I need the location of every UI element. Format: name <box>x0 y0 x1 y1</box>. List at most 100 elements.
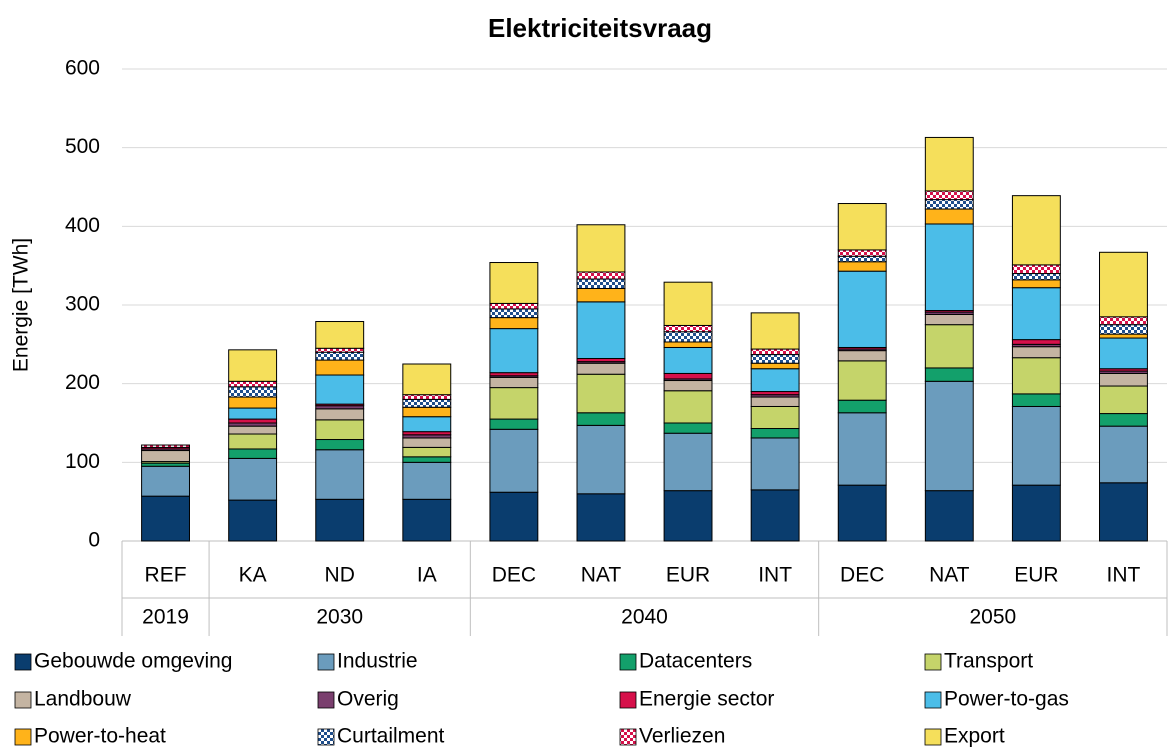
bar-segment <box>1099 385 1148 415</box>
bar-segment <box>663 490 713 542</box>
bar-segment <box>315 419 365 441</box>
group-label: 2030 <box>316 606 363 629</box>
bar-segment <box>1099 372 1148 387</box>
bar-segment <box>576 278 626 289</box>
bar-segment <box>750 396 800 407</box>
x-tick-label: NAT <box>929 564 970 587</box>
bar-segment <box>924 380 974 492</box>
bar-segment <box>228 386 278 398</box>
bar-segment <box>750 437 800 491</box>
x-tick-label: KA <box>239 564 267 587</box>
bar-segment <box>402 406 452 418</box>
bar-segment <box>141 450 190 463</box>
bar-segment <box>837 270 887 348</box>
legend-swatch <box>924 728 942 746</box>
bar-segment <box>1011 264 1061 275</box>
x-tick-label: REF <box>145 564 187 587</box>
bar-segment <box>402 398 452 408</box>
bar-segment <box>228 433 278 450</box>
bar-segment <box>837 360 887 401</box>
bar-segment <box>489 262 539 304</box>
bar-segment <box>228 457 278 501</box>
bar-segment <box>837 261 887 272</box>
legend-swatch <box>619 691 637 709</box>
bar-segment <box>402 437 452 448</box>
legend-label: Power-to-gas <box>944 688 1069 711</box>
bar-segment <box>576 224 626 273</box>
bar-segment <box>315 351 365 361</box>
bar-segment <box>1099 333 1148 339</box>
bar-segment <box>837 249 887 257</box>
bar-segment <box>489 418 539 430</box>
x-tick-label: DEC <box>492 564 536 587</box>
bar-segment <box>315 408 365 421</box>
bar-segment <box>663 281 713 326</box>
bar-segment <box>663 324 713 333</box>
bar-segment <box>924 223 974 312</box>
legend-label: Landbouw <box>34 688 132 711</box>
group-label: 2050 <box>969 606 1016 629</box>
bar-segment <box>1011 405 1061 486</box>
y-tick-label: 500 <box>65 135 100 158</box>
bar-segment <box>489 376 539 389</box>
x-tick-label: DEC <box>840 564 884 587</box>
bar-segment <box>1099 316 1148 326</box>
bar-segment <box>228 396 278 409</box>
bar-segment <box>402 456 452 463</box>
bar-segment <box>228 418 278 424</box>
x-tick-label: INT <box>1107 564 1141 587</box>
bar-segment <box>1011 279 1061 289</box>
bar-segment <box>1099 251 1148 318</box>
bar-segment <box>315 347 365 353</box>
x-tick-label: EUR <box>666 564 710 587</box>
bar-segment <box>924 208 974 225</box>
legend-swatch <box>924 653 942 671</box>
legend-swatch <box>317 691 335 709</box>
x-tick-label: ND <box>325 564 355 587</box>
legend-swatch <box>317 728 335 746</box>
legend-label: Gebouwde omgeving <box>34 650 232 673</box>
bar-segment <box>924 136 974 192</box>
bar-segment <box>315 321 365 349</box>
y-tick-label: 400 <box>65 214 100 237</box>
bar-segment <box>576 373 626 414</box>
bar-segment <box>1011 273 1061 281</box>
legend-label: Energie sector <box>639 688 774 711</box>
bar-segment <box>402 416 452 433</box>
bar-segment <box>576 301 626 359</box>
bar-segment <box>402 363 452 396</box>
bar-segment <box>924 324 974 369</box>
bar-segment <box>402 394 452 400</box>
bar-segment <box>489 317 539 330</box>
bar-segment <box>924 313 974 326</box>
bar-segment <box>489 387 539 420</box>
bar-segment <box>402 446 452 458</box>
bar-segment <box>750 348 800 356</box>
bar-segment <box>1099 337 1148 370</box>
bar-segment <box>228 349 278 382</box>
bar-segment <box>576 412 626 426</box>
bar-segment <box>576 362 626 375</box>
bar-segment <box>315 359 365 376</box>
bar-segment <box>837 255 887 263</box>
legend-label: Overig <box>337 688 399 711</box>
bar-segment <box>576 424 626 495</box>
x-tick-label: EUR <box>1014 564 1058 587</box>
legend-swatch <box>619 728 637 746</box>
bar-segment <box>228 380 278 388</box>
bar-segment <box>1099 413 1148 427</box>
legend-swatch <box>14 691 32 709</box>
bar-segment <box>750 428 800 439</box>
bar-segment <box>1011 357 1061 395</box>
x-tick-label: INT <box>758 564 792 587</box>
bar-segment <box>837 350 887 362</box>
bar-segment <box>924 199 974 210</box>
y-tick-label: 300 <box>65 293 100 316</box>
bar-segment <box>489 491 539 542</box>
bar-segment <box>315 439 365 451</box>
bar-segment <box>837 203 887 251</box>
bar-segment <box>402 461 452 500</box>
legend-label: Verliezen <box>639 725 725 748</box>
legend-label: Power-to-heat <box>34 725 166 748</box>
